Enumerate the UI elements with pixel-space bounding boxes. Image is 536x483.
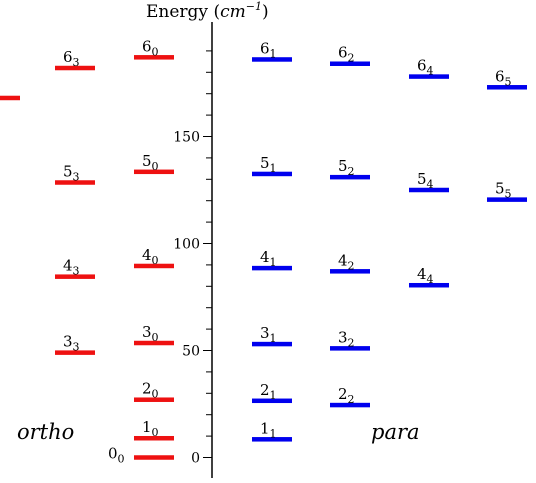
group-label-para: para	[371, 420, 420, 444]
level-label-6-0: 60	[142, 37, 159, 58]
level-label-5-4: 54	[417, 170, 434, 191]
level-bar-4-3	[55, 274, 95, 279]
level-bar-0-0	[134, 455, 174, 460]
level-bar-6-3	[55, 65, 95, 71]
y-tick-label: 50	[182, 344, 200, 360]
level-label-4-0: 40	[142, 246, 159, 267]
level-label-4-1: 41	[260, 248, 277, 269]
level-label-5-2: 52	[338, 157, 355, 178]
energy-axis: 0 50 100 150	[173, 22, 213, 478]
level-label-2-1: 21	[260, 381, 277, 402]
level-bar-6-1	[252, 57, 292, 62]
level-label-6-5: 65	[495, 67, 512, 88]
y-tick-label: 100	[173, 237, 200, 253]
level-label-5-0: 50	[142, 152, 159, 173]
level-bar-3-1	[252, 341, 292, 347]
level-label-0-0: 00	[108, 445, 125, 466]
level-bar-3-2	[330, 346, 370, 351]
level-label-2-2: 22	[338, 385, 355, 406]
level-bar-5-5	[487, 197, 527, 202]
level-label-4-2: 42	[338, 251, 355, 272]
level-bar-5-0	[134, 169, 174, 175]
level-bar-2-1	[252, 398, 292, 404]
level-bar-4-4	[409, 282, 449, 288]
level-bar-4-0	[134, 263, 174, 269]
level-bar-3-3	[55, 350, 95, 355]
level-label-3-2: 32	[338, 328, 355, 349]
level-label-3-0: 30	[142, 323, 159, 344]
level-bar-1-1	[252, 437, 292, 442]
level-bar-4-2	[330, 269, 370, 274]
level-label-5-3: 53	[63, 163, 80, 184]
level-bar-5-3	[55, 180, 95, 185]
level-label-1-1: 11	[260, 419, 277, 440]
level-label-6-2: 62	[338, 44, 355, 65]
level-label-6-4: 64	[417, 57, 434, 78]
levels: 00 10 20 30 40 50 60 33 43 53 63 11 21 31 41 51 61 22 32 42…	[0, 37, 527, 466]
level-label-1-0: 10	[142, 418, 159, 439]
level-bar-6-6	[0, 95, 20, 101]
level-label-4-3: 43	[63, 257, 80, 278]
axis-unit-base: cm	[220, 2, 246, 22]
level-bar-3-0	[134, 340, 174, 346]
level-bar-6-2	[330, 61, 370, 66]
axis-title-word: Energy	[146, 2, 208, 22]
level-bar-6-5	[487, 85, 527, 90]
axis-unit: (cm−1)	[213, 0, 268, 22]
level-label-6-1: 61	[260, 39, 277, 60]
level-bar-4-1	[252, 265, 292, 271]
level-label-6-3: 63	[63, 48, 80, 69]
level-label-5-1: 51	[260, 154, 277, 175]
axis-unit-exponent: −1	[246, 0, 262, 13]
group-label-ortho: ortho	[17, 420, 74, 444]
level-bar-5-4	[409, 187, 449, 193]
level-label-3-3: 33	[63, 333, 80, 354]
level-label-2-0: 20	[142, 380, 159, 401]
axis-title: Energy (cm−1)	[146, 0, 269, 22]
level-bar-5-2	[330, 174, 370, 180]
y-tick-label: 150	[173, 130, 200, 146]
level-bar-2-0	[134, 397, 174, 402]
level-label-5-5: 55	[495, 180, 512, 201]
y-tick-label: 0	[191, 451, 200, 467]
level-label-3-1: 31	[260, 324, 277, 345]
level-bar-6-0	[134, 55, 174, 60]
level-label-4-4: 44	[417, 265, 434, 286]
level-bar-5-1	[252, 171, 292, 177]
level-bar-6-4	[409, 74, 449, 79]
level-bar-1-0	[134, 435, 174, 441]
level-bar-2-2	[330, 402, 370, 408]
